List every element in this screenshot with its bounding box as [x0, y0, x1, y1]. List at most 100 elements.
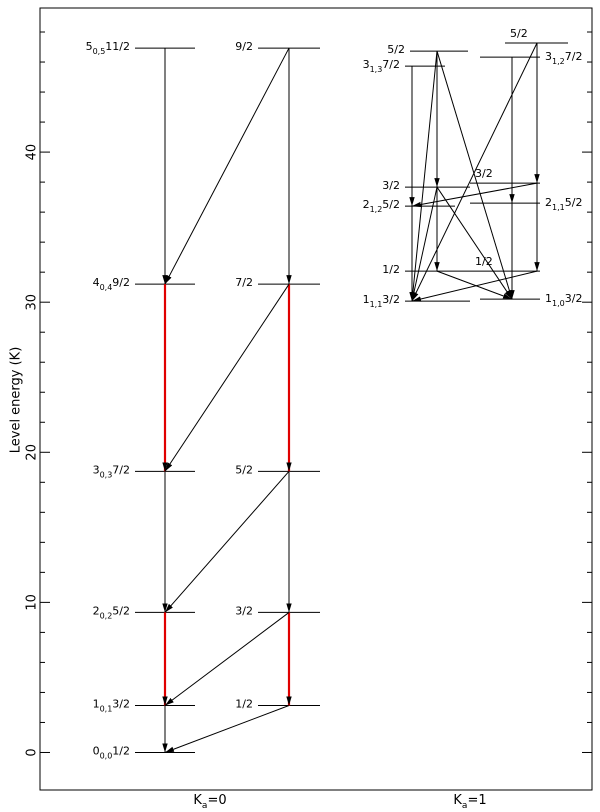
- transition-arrow: [436, 50, 513, 300]
- level-sub: 0,2: [100, 611, 113, 620]
- level-f: 3/2: [475, 167, 493, 180]
- level-n: 1: [363, 293, 370, 306]
- group-label: Ka=1: [453, 793, 486, 811]
- level-label: 11,13/2: [363, 293, 400, 309]
- level-label: 5/2: [235, 463, 253, 476]
- y-tick-label: 20: [25, 444, 40, 461]
- transition-arrow: [411, 186, 438, 302]
- y-axis-label: Level energy (K): [9, 347, 24, 454]
- transition-arrow: [164, 471, 290, 613]
- group-subscript: a: [462, 801, 468, 811]
- level-f: 5/2: [382, 198, 400, 211]
- group-symbol: K: [193, 793, 202, 808]
- level-label: 11,03/2: [545, 292, 582, 308]
- level-f: 9/2: [112, 276, 130, 289]
- level-n: 3: [545, 50, 552, 63]
- level-f: 1/2: [382, 263, 400, 276]
- level-f: 3/2: [382, 293, 400, 306]
- level-sub: 1,1: [552, 203, 565, 212]
- level-label: 31,27/2: [545, 50, 582, 66]
- level-label: 9/2: [235, 40, 253, 53]
- level-sub: 1,2: [552, 57, 565, 66]
- level-f: 3/2: [382, 179, 400, 192]
- level-f: 1/2: [235, 697, 253, 710]
- level-n: 2: [93, 604, 100, 617]
- level-f: 3/2: [565, 292, 583, 305]
- transition-arrow: [436, 270, 513, 300]
- transition-arrow: [164, 283, 290, 472]
- transition-arrow: [436, 186, 513, 300]
- level-label: 30,37/2: [93, 463, 130, 479]
- level-n: 1: [93, 697, 100, 710]
- level-label: 00,01/2: [93, 744, 130, 760]
- group-subscript: a: [202, 801, 208, 811]
- group-symbol: K: [453, 793, 462, 808]
- level-label: 50,511/2: [86, 40, 130, 56]
- level-n: 2: [363, 198, 370, 211]
- level-label: 40,49/2: [93, 276, 130, 292]
- group-value: =1: [467, 793, 486, 808]
- y-tick-label: 30: [25, 294, 40, 311]
- transition-arrow: [164, 705, 290, 753]
- level-label: 1/2: [382, 263, 400, 276]
- level-sub: 0,4: [100, 283, 113, 292]
- level-n: 3: [93, 463, 100, 476]
- level-sub: 0,1: [100, 704, 113, 713]
- level-sub: 0,0: [100, 751, 113, 760]
- level-sub: 0,3: [100, 470, 113, 479]
- level-f: 5/2: [565, 196, 583, 209]
- level-label: 20,25/2: [93, 604, 130, 620]
- level-n: 0: [93, 744, 100, 757]
- level-f: 5/2: [235, 463, 253, 476]
- level-label: 7/2: [235, 276, 253, 289]
- level-label: 5/2: [387, 43, 405, 56]
- level-f: 7/2: [565, 50, 583, 63]
- level-label: 21,25/2: [363, 198, 400, 214]
- level-f: 5/2: [510, 27, 528, 40]
- level-label: 1/2: [235, 697, 253, 710]
- level-sub: 1,2: [370, 205, 383, 214]
- group-value: =0: [207, 793, 226, 808]
- level-f: 7/2: [112, 463, 130, 476]
- transition-arrow: [164, 612, 290, 706]
- plot-frame: [39, 7, 593, 791]
- level-n: 5: [86, 40, 93, 53]
- level-label: 1/2: [475, 255, 493, 268]
- level-f: 1/2: [475, 255, 493, 268]
- level-label: 5/2: [510, 27, 528, 40]
- level-f: 11/2: [105, 40, 130, 53]
- transition-arrow: [164, 47, 290, 285]
- level-label: 3/2: [382, 179, 400, 192]
- level-sub: 1,1: [370, 300, 383, 309]
- y-tick-label: 40: [25, 144, 40, 161]
- group-label: Ka=0: [193, 793, 226, 811]
- level-f: 7/2: [235, 276, 253, 289]
- level-sub: 1,0: [552, 299, 565, 308]
- level-label: 3/2: [235, 604, 253, 617]
- level-n: 4: [93, 276, 100, 289]
- level-f: 3/2: [235, 604, 253, 617]
- level-n: 3: [363, 58, 370, 71]
- level-f: 5/2: [387, 43, 405, 56]
- level-label: 21,15/2: [545, 196, 582, 212]
- y-tick-label: 0: [25, 748, 40, 756]
- y-tick-label: 10: [25, 594, 40, 611]
- transition-arrow: [410, 51, 438, 302]
- level-f: 1/2: [112, 744, 130, 757]
- level-sub: 0,5: [93, 47, 106, 56]
- transition-arrow: [411, 42, 538, 302]
- level-label: 10,13/2: [93, 697, 130, 713]
- level-label: 31,37/2: [363, 58, 400, 74]
- level-n: 1: [545, 292, 552, 305]
- level-f: 3/2: [112, 697, 130, 710]
- level-f: 5/2: [112, 604, 130, 617]
- transition-arrow: [411, 182, 538, 208]
- level-sub: 1,3: [370, 65, 383, 74]
- level-f: 7/2: [382, 58, 400, 71]
- level-f: 9/2: [235, 40, 253, 53]
- transition-arrow: [411, 270, 538, 302]
- level-n: 2: [545, 196, 552, 209]
- level-label: 3/2: [475, 167, 493, 180]
